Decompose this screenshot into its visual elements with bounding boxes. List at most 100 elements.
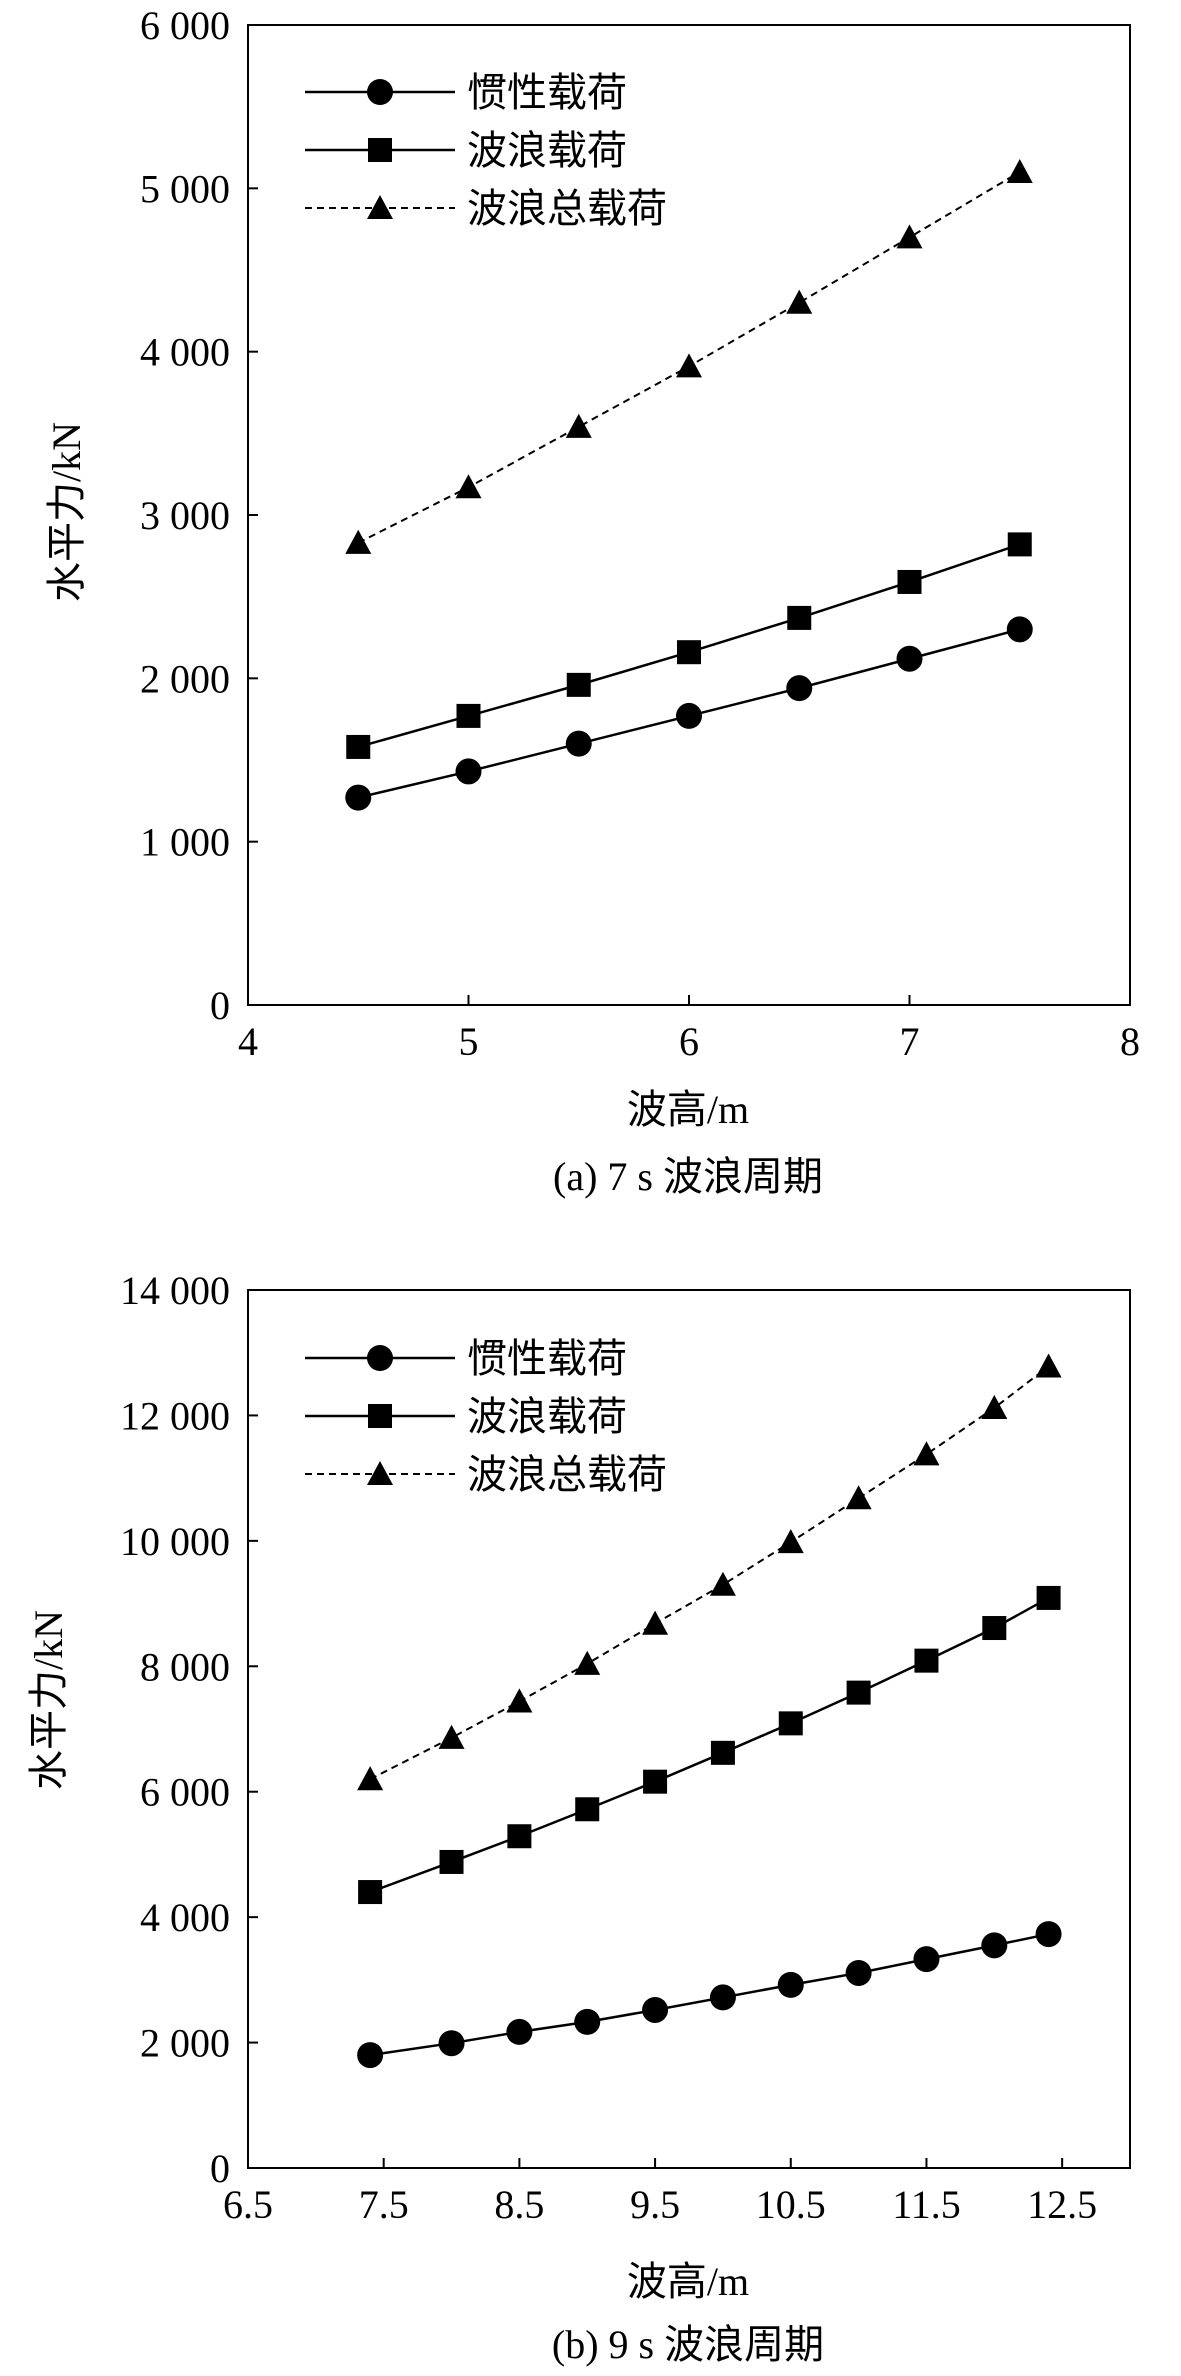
data-point [846, 1680, 871, 1705]
data-point [642, 1996, 669, 2023]
y-tick-label: 4 000 [140, 330, 230, 375]
chart-a: 水平力/kN 波高/m (a) 7 s 波浪周期 4 5 6 7 8 0 1 000 2 00… [44, 3, 1140, 1199]
y-tick-label: 4 000 [140, 1895, 230, 1940]
legend-marker [368, 1404, 392, 1428]
chart-caption: (b) 9 s 波浪周期 [552, 2322, 824, 2367]
y-tick-label: 1 000 [140, 820, 230, 865]
legend-label: 惯性载荷 [467, 70, 627, 115]
data-point [565, 413, 592, 438]
series-line-1 [369, 1932, 1049, 2057]
data-point [845, 1959, 872, 1986]
data-point [456, 703, 481, 728]
data-point [677, 640, 701, 665]
x-axis-title: 波高/m [627, 1087, 749, 1132]
data-point [357, 2042, 384, 2069]
y-tick-label: 5 000 [140, 166, 230, 211]
x-tick-label: 12.5 [1027, 2182, 1097, 2227]
y-tick-label: 2 000 [140, 2021, 230, 2066]
chart-b: 水平力/kN 波高/m (b) 9 s 波浪周期 6.5 7.5 8.5 9.5 10.… [26, 1268, 1131, 2367]
legend-marker [368, 138, 392, 162]
data-point [676, 702, 702, 729]
chart-caption: (a) 7 s 波浪周期 [553, 1154, 823, 1199]
data-point [787, 605, 812, 630]
data-point [786, 675, 813, 702]
data-point [1007, 532, 1032, 557]
legend-marker [367, 195, 393, 220]
x-tick-label: 6.5 [223, 2182, 273, 2227]
data-point [1035, 1353, 1062, 1378]
y-tick-label: 3 000 [140, 493, 230, 538]
data-point [345, 784, 372, 811]
data-point [506, 2018, 533, 2045]
data-point [913, 1441, 940, 1466]
data-point [914, 1648, 939, 1673]
x-tick-label: 7.5 [359, 2182, 409, 2227]
data-point [709, 1571, 736, 1596]
y-tick-label: 14 000 [120, 1268, 230, 1313]
data-point [574, 2008, 601, 2035]
x-tick-label: 5 [459, 1019, 479, 1064]
series-line-2 [369, 1596, 1050, 1894]
y-tick-label: 8 000 [140, 1644, 230, 1689]
legend-label: 波浪载荷 [467, 1394, 627, 1439]
y-tick-label: 12 000 [120, 1393, 230, 1438]
data-point [1006, 616, 1033, 643]
x-tick-label: 4 [238, 1019, 258, 1064]
legend-marker [367, 79, 393, 105]
data-point [642, 1610, 669, 1635]
data-point [357, 1766, 384, 1791]
plot-frame [247, 1289, 1131, 2169]
x-tick-label: 7 [900, 1019, 920, 1064]
data-point [575, 1797, 600, 1822]
data-point [438, 2030, 465, 2057]
data-point [981, 1932, 1008, 1959]
data-point [709, 1984, 736, 2011]
y-axis-title: 水平力/kN [44, 422, 89, 602]
data-point [565, 730, 592, 757]
y-axis-title: 水平力/kN [26, 1610, 71, 1790]
x-tick-label: 6 [679, 1019, 699, 1064]
data-point [845, 1485, 872, 1510]
x-tick-label: 9.5 [630, 2182, 680, 2227]
data-point [1036, 1585, 1061, 1610]
data-point [506, 1688, 533, 1713]
data-point [438, 1724, 465, 1749]
data-point [777, 1529, 804, 1554]
x-axis-title: 波高/m [627, 2259, 749, 2304]
data-point [896, 645, 923, 672]
data-point [566, 672, 591, 697]
x-tick-label: 11.5 [892, 2182, 961, 2227]
data-point [346, 734, 371, 759]
data-point [643, 1769, 668, 1794]
legend-marker [367, 1345, 393, 1371]
data-point [897, 569, 922, 594]
y-tick-label: 0 [210, 983, 230, 1028]
legend-label: 波浪总载荷 [467, 1452, 667, 1497]
data-point [676, 353, 702, 378]
data-point [455, 474, 482, 499]
data-point [507, 1824, 532, 1849]
data-point [455, 758, 482, 785]
legend-label: 惯性载荷 [467, 1336, 627, 1381]
y-tick-label: 6 000 [140, 3, 230, 48]
data-point [574, 1650, 601, 1675]
plot-frame [247, 24, 1131, 1006]
x-tick-label: 8.5 [494, 2182, 544, 2227]
data-point [1035, 1921, 1062, 1948]
legend-marker [367, 1461, 393, 1486]
data-point [439, 1849, 464, 1874]
data-point [786, 289, 813, 314]
x-tick-label: 8 [1120, 1019, 1140, 1064]
data-point [358, 1880, 383, 1905]
y-tick-label: 10 000 [120, 1519, 230, 1564]
data-point [1006, 159, 1033, 184]
data-point [345, 529, 372, 554]
legend-label: 波浪载荷 [467, 128, 627, 173]
data-point [777, 1971, 804, 1998]
data-point [710, 1740, 735, 1765]
data-point [982, 1616, 1007, 1641]
x-tick-label: 10.5 [756, 2182, 826, 2227]
y-tick-label: 6 000 [140, 1770, 230, 1815]
data-point [981, 1394, 1008, 1419]
